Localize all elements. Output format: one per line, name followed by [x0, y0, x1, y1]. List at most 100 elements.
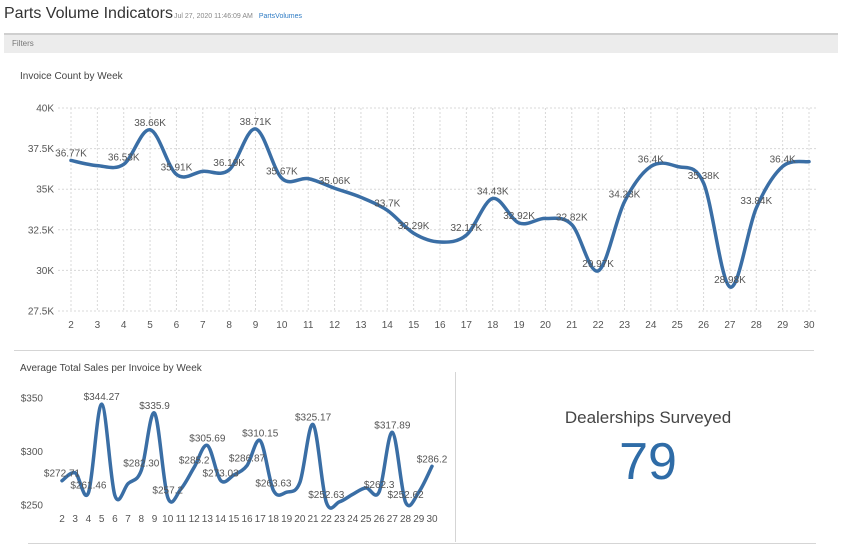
x-tick-label: 16 — [434, 320, 446, 331]
x-tick-label: 2 — [59, 514, 65, 525]
x-tick-label: 10 — [162, 514, 174, 525]
data-label: $261.46 — [70, 481, 107, 492]
x-tick-label: 20 — [540, 320, 552, 331]
x-tick-label: 30 — [803, 320, 815, 331]
x-tick-label: 16 — [241, 514, 253, 525]
data-label: 35.06K — [319, 176, 351, 187]
data-label: $272.71 — [44, 469, 81, 480]
data-label: 35.67K — [266, 166, 298, 177]
data-label: 38.66K — [134, 118, 166, 129]
data-label: 38.71K — [240, 117, 272, 128]
series-line — [69, 127, 811, 289]
data-label: $282.30 — [123, 458, 160, 469]
x-tick-label: 28 — [751, 320, 763, 331]
data-label: $273.03 — [202, 468, 239, 479]
x-tick-label: 25 — [672, 320, 684, 331]
data-label: 32.29K — [398, 221, 430, 232]
x-tick-label: 22 — [321, 514, 333, 525]
y-tick-label: 40K — [36, 104, 54, 115]
kpi-label: Dealerships Surveyed — [564, 408, 732, 427]
data-label: 28.98K — [714, 275, 746, 286]
x-tick-label: 21 — [566, 320, 578, 331]
x-tick-label: 29 — [777, 320, 789, 331]
x-tick-label: 18 — [487, 320, 499, 331]
data-label: 33.7K — [374, 198, 400, 209]
x-tick-label: 23 — [619, 320, 631, 331]
data-label: 29.97K — [582, 259, 614, 270]
y-tick-label: 32.5K — [28, 225, 54, 236]
y-tick-label: 27.5K — [28, 307, 54, 318]
data-label: $305.69 — [189, 433, 226, 444]
x-tick-label: 15 — [228, 514, 240, 525]
x-tick-label: 2 — [68, 320, 74, 331]
data-label: 34.23K — [609, 190, 641, 201]
y-tick-label: 30K — [36, 266, 54, 277]
x-tick-label: 17 — [461, 320, 473, 331]
x-tick-label: 7 — [125, 514, 131, 525]
x-tick-label: 9 — [152, 514, 158, 525]
data-label: 32.17K — [451, 223, 483, 234]
data-label: $252.63 — [308, 490, 345, 501]
data-label: 35.38K — [688, 171, 720, 182]
timestamp: Jul 27, 2020 11:46:09 AM — [174, 13, 253, 20]
x-tick-label: 20 — [294, 514, 306, 525]
data-label: $285.2 — [179, 455, 210, 466]
bottom-divider — [28, 543, 816, 544]
series-line — [60, 402, 434, 510]
x-tick-label: 5 — [99, 514, 105, 525]
x-tick-label: 14 — [382, 320, 394, 331]
data-label: $310.15 — [242, 429, 279, 440]
x-tick-label: 11 — [176, 514, 187, 525]
x-tick-label: 12 — [189, 514, 201, 525]
data-label: 32.92K — [503, 211, 535, 222]
data-label: 36.19K — [213, 158, 245, 169]
filters-bar[interactable]: Filters — [4, 33, 838, 53]
x-tick-label: 5 — [147, 320, 153, 331]
x-tick-label: 26 — [374, 514, 386, 525]
x-tick-label: 6 — [174, 320, 180, 331]
data-label: 32.82K — [556, 213, 588, 224]
data-label: 33.84K — [740, 196, 772, 207]
x-tick-label: 6 — [112, 514, 118, 525]
data-label: 36.53K — [108, 152, 140, 163]
x-tick-label: 30 — [426, 514, 438, 525]
x-tick-label: 8 — [139, 514, 145, 525]
x-tick-label: 8 — [226, 320, 232, 331]
page-header: Parts Volume Indicators Jul 27, 2020 11:… — [0, 0, 848, 32]
x-tick-label: 9 — [253, 320, 259, 331]
x-tick-label: 21 — [308, 514, 320, 525]
page-meta: Jul 27, 2020 11:46:09 AM PartsVolumes — [174, 13, 302, 20]
data-label: $262.3 — [364, 480, 395, 491]
data-label: $325.17 — [295, 413, 332, 424]
data-label: 36.4K — [638, 154, 664, 165]
filters-label: Filters — [12, 39, 34, 48]
x-tick-label: 4 — [86, 514, 92, 525]
x-tick-label: 13 — [355, 320, 367, 331]
x-tick-label: 24 — [645, 320, 657, 331]
x-tick-label: 15 — [408, 320, 420, 331]
y-tick-label: 37.5K — [28, 144, 54, 155]
data-label: $317.89 — [374, 420, 411, 431]
y-tick-label: $350 — [21, 394, 44, 405]
x-tick-label: 11 — [303, 320, 314, 331]
parts-volumes-link[interactable]: PartsVolumes — [258, 13, 303, 20]
data-label: 34.43K — [477, 186, 509, 197]
x-tick-label: 27 — [387, 514, 399, 525]
chart-1-title: Invoice Count by Week — [20, 71, 123, 82]
x-tick-label: 10 — [276, 320, 288, 331]
data-label: $344.27 — [84, 392, 121, 403]
x-tick-label: 27 — [724, 320, 736, 331]
data-label: $257.2 — [152, 485, 183, 496]
x-tick-label: 14 — [215, 514, 227, 525]
y-tick-label: 35K — [36, 185, 54, 196]
x-tick-label: 22 — [593, 320, 605, 331]
panel-divider — [455, 372, 456, 542]
kpi-value: 79 — [619, 433, 677, 491]
x-tick-label: 4 — [121, 320, 127, 331]
x-tick-label: 29 — [413, 514, 425, 525]
data-label: $335.9 — [139, 401, 170, 412]
x-tick-label: 26 — [698, 320, 710, 331]
page-title: Parts Volume Indicators — [4, 5, 173, 22]
x-tick-label: 13 — [202, 514, 214, 525]
